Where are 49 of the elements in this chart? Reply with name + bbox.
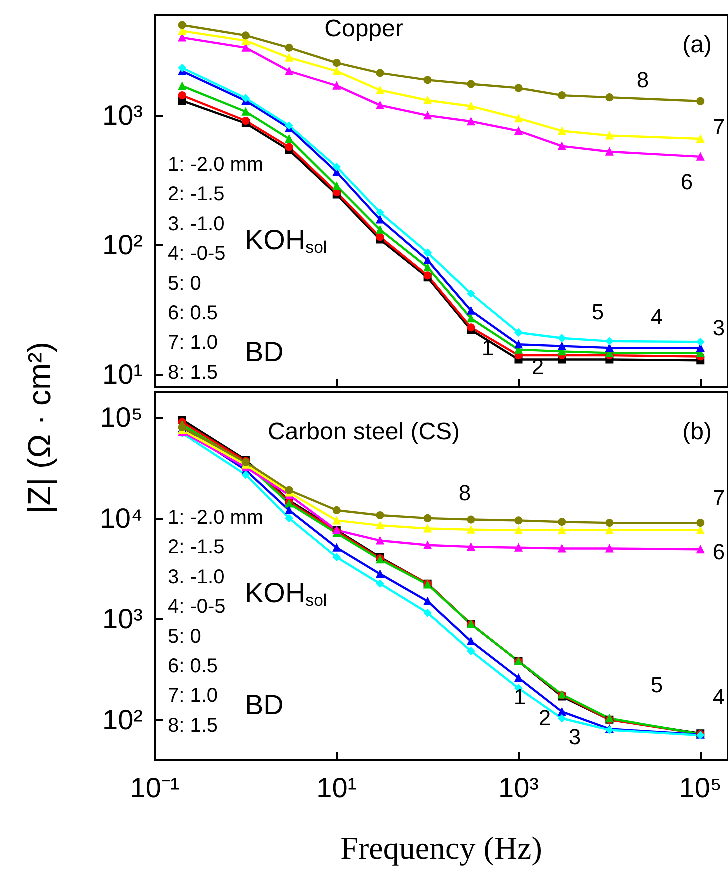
chart-title: Copper [324, 16, 404, 42]
annotation: 7: 1.0 [168, 685, 218, 708]
x-tick-label: 10³ [498, 772, 539, 804]
x-tick-label: 10¹ [316, 772, 358, 804]
annotation: 7 [712, 486, 726, 510]
annotation: 5: 0 [168, 272, 202, 295]
annotation: 4: -0-5 [168, 243, 226, 266]
annotation: 7: 1.0 [168, 332, 218, 354]
x-tick-label: 10⁵ [679, 772, 722, 804]
annotation: 6: 0.5 [168, 656, 218, 678]
annotation: 8 [636, 68, 650, 92]
y-tick-label: 10¹ [102, 358, 143, 390]
annotation: 1: -2.0 mm [168, 507, 264, 529]
annotation: 3 [712, 316, 726, 340]
annotation: 5 [592, 300, 604, 324]
annotation: 8: 1.5 [168, 714, 218, 737]
annotation: 2 [538, 706, 552, 730]
annotation: 1 [514, 684, 526, 710]
y-axis-title: |Z| (Ω · cm²) [22, 342, 58, 514]
y-tick-label: 10³ [102, 604, 143, 635]
y-tick-label: 10⁵ [100, 402, 143, 434]
annotation: 5 [650, 672, 664, 698]
annotation: 3. -1.0 [168, 566, 225, 588]
annotation: 6 [680, 170, 694, 194]
annotation: 2: -1.5 [168, 536, 225, 559]
annotation: 3 [568, 724, 582, 750]
annotation: 7 [712, 114, 726, 140]
y-tick-label: 10³ [102, 100, 143, 132]
annotation: 8 [458, 480, 472, 506]
annotation: 4: -0-5 [168, 596, 226, 618]
y-tick-label: 10² [102, 704, 143, 736]
annotation: BD [245, 690, 284, 720]
text: Carbon steel (CS) [268, 418, 460, 446]
annotation: (b) [682, 418, 712, 446]
annotation: 2: -1.5 [168, 184, 225, 206]
annotation: BD [245, 336, 284, 368]
annotation: 1: -2.0 mm [168, 154, 264, 176]
y-tick-label: 10² [102, 230, 143, 261]
x-tick-label: 10⁻¹ [130, 772, 180, 804]
x-axis-title: Frequency (Hz) [340, 830, 542, 866]
annotation: 8: 1.5 [168, 362, 218, 384]
annotation: 6 [712, 540, 726, 564]
annotation: 3. -1.0 [168, 213, 225, 236]
annotation: 6: 0.5 [168, 302, 218, 324]
annotation: 5: 0 [168, 626, 202, 648]
annotation: 4 [650, 304, 664, 330]
y-tick-label: 10⁴ [100, 502, 143, 534]
annotation: 4 [712, 684, 726, 710]
annotation: (a) [682, 32, 712, 58]
